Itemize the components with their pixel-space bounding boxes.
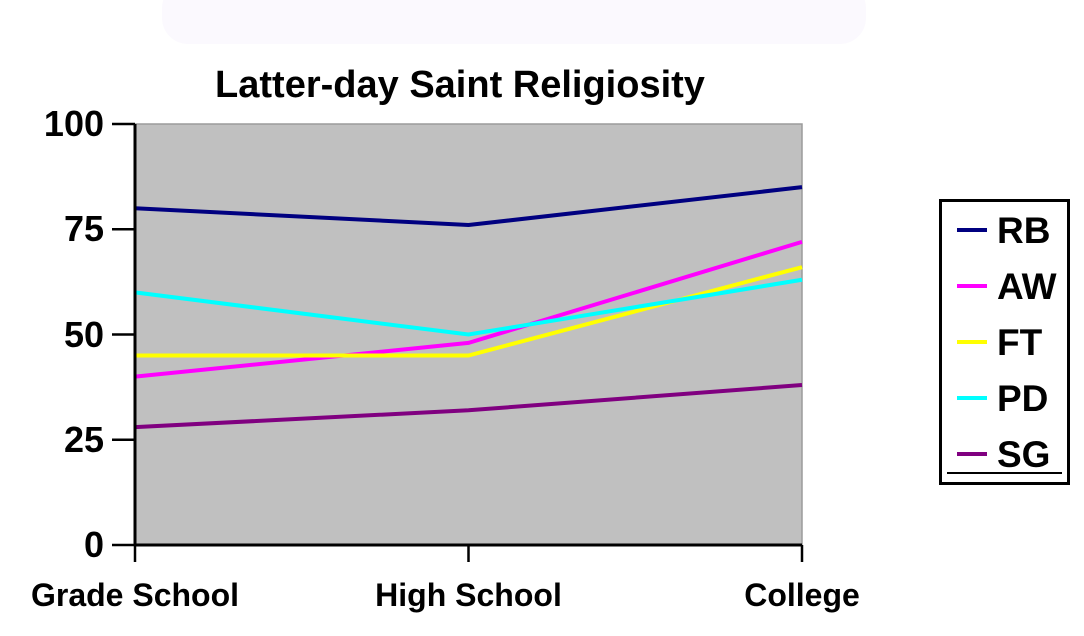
series-line-SG (134, 383, 803, 430)
legend-swatch-FT (957, 340, 987, 344)
legend-label-RB: RB (997, 209, 1051, 251)
legend-item-PD: PD (942, 380, 1067, 417)
legend-item-SG: SG (942, 436, 1067, 473)
series-lines-group (134, 185, 803, 430)
legend-item-AW: AW (942, 268, 1067, 305)
legend-item-FT: FT (942, 324, 1067, 361)
legend-swatch-RB (957, 228, 987, 232)
legend-item-RB: RB (942, 212, 1067, 249)
series-line-PD (134, 277, 803, 337)
scan-highlight-artifact (162, 0, 866, 44)
legend-swatch-AW (957, 284, 987, 288)
axes-group (112, 122, 804, 562)
legend-label-AW: AW (997, 265, 1057, 307)
legend-label-FT: FT (997, 321, 1043, 363)
y-tick-label-100: 100 (43, 103, 104, 144)
legend-inner-rule (947, 472, 1062, 474)
x-category-label-1: High School (375, 577, 562, 613)
legend-box: RB AW FT PD SG (939, 199, 1070, 485)
y-tick-label-75: 75 (63, 208, 104, 250)
y-tick-label-25: 25 (63, 418, 104, 460)
y-tick-label-0: 0 (83, 524, 104, 565)
x-category-label-0: Grade School (30, 577, 240, 613)
series-line-RB (134, 185, 803, 228)
x-category-label-2: College (744, 577, 860, 613)
chart-title: Latter-day Saint Religiosity (215, 64, 705, 106)
legend-label-SG: SG (997, 433, 1051, 475)
series-line-AW (134, 239, 803, 379)
y-tick-label-50: 50 (63, 313, 104, 355)
legend-swatch-PD (957, 396, 987, 400)
legend-label-PD: PD (997, 377, 1049, 419)
legend-swatch-SG (957, 452, 987, 456)
plot-border (135, 123, 803, 545)
